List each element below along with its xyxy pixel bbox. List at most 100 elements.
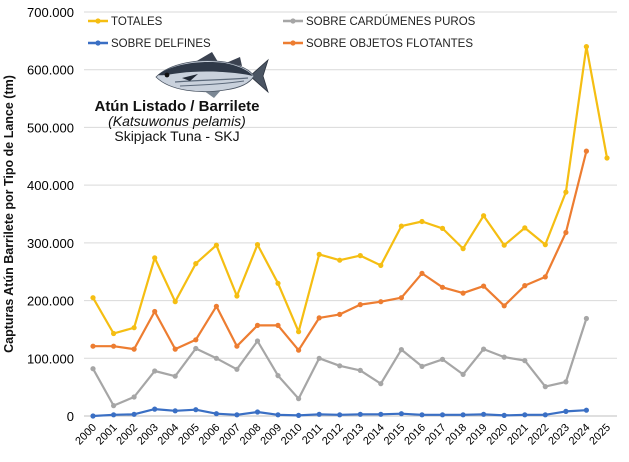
data-point-cardumenes [337,363,343,369]
y-tick-label: 500.000 [27,120,74,135]
data-point-cardumenes [111,403,117,409]
data-point-objetos [90,343,96,349]
data-point-totales [213,242,219,248]
data-point-delfines [439,412,446,418]
legend-item-delfines: SOBRE DELFINES [88,38,211,50]
data-point-objetos [275,322,281,328]
data-point-objetos [563,229,569,236]
data-point-delfines [111,412,117,418]
data-point-delfines [357,411,363,417]
data-point-objetos [460,290,466,296]
data-point-objetos [193,337,199,343]
data-point-totales [542,242,548,248]
legend-marker-totales [95,18,101,24]
data-point-objetos [542,274,548,280]
data-point-totales [439,225,446,231]
data-point-cardumenes [398,347,404,353]
data-point-totales [378,262,384,268]
data-point-objetos [172,346,178,352]
data-point-cardumenes [460,371,466,377]
data-point-delfines [398,411,404,417]
data-point-delfines [460,412,466,418]
data-point-objetos [419,270,425,276]
data-point-totales [152,255,158,261]
y-tick-label: 400.000 [27,178,74,193]
data-point-objetos [398,295,404,301]
series-objetos [90,148,590,353]
species-latin-name: (Katsuwonus pelamis) [108,113,246,129]
data-point-delfines [419,412,425,418]
data-point-delfines [131,411,137,417]
data-point-objetos [481,283,487,289]
data-point-cardumenes [275,373,281,379]
tuna-dorsal-fin [195,52,218,62]
legend-item-cardumenes: SOBRE CARDÚMENES PUROS [283,15,476,28]
data-point-totales [90,295,96,301]
data-point-cardumenes [378,381,384,387]
data-point-cardumenes [357,367,363,373]
data-point-totales [501,242,507,248]
legend-item-objetos: SOBRE OBJETOS FLOTANTES [283,38,473,50]
data-point-cardumenes [152,368,158,374]
tuna-stripe [179,80,245,87]
data-point-totales [234,293,240,299]
data-point-totales [337,257,343,263]
data-point-totales [131,325,137,331]
data-point-delfines [213,411,219,417]
legend-label-totales: TOTALES [111,16,163,28]
data-point-cardumenes [193,345,199,352]
data-point-delfines [542,412,548,418]
data-point-totales [563,189,569,195]
data-point-objetos [501,303,507,309]
series-totales [90,44,610,337]
data-point-cardumenes [522,358,528,364]
data-point-delfines [254,409,261,415]
data-point-objetos [213,303,219,309]
legend-marker-cardumenes [290,18,296,24]
data-point-objetos [357,302,363,308]
data-point-delfines [501,412,507,418]
data-point-totales [193,261,199,267]
y-tick-label: 700.000 [27,5,74,20]
data-point-cardumenes [131,394,137,400]
data-point-delfines [522,412,528,418]
tuna-pectoral-fin [182,74,198,81]
y-tick-label: 600.000 [27,63,74,78]
data-point-cardumenes [90,366,96,372]
data-point-totales [583,44,590,50]
data-point-objetos [378,299,384,305]
data-point-totales [522,225,528,231]
data-point-objetos [296,347,302,353]
data-point-cardumenes [172,373,178,379]
y-tick-label: 200.000 [27,294,74,309]
data-point-delfines [90,413,96,419]
data-point-objetos [131,346,137,352]
data-point-delfines [296,412,302,418]
data-point-totales [481,213,487,219]
data-point-totales [254,242,261,248]
data-point-totales [604,155,610,161]
data-point-cardumenes [583,315,590,322]
data-point-delfines [152,406,158,412]
y-axis-ticks: 0 100.000 200.000 300.000 400.000 500.000 600.… [27,5,74,424]
data-point-totales [172,299,178,305]
tuna-stripe [174,77,249,83]
series-delfines [90,406,590,419]
series-cardumenes [90,315,590,409]
legend-label-delfines: SOBRE DELFINES [111,38,211,50]
data-point-delfines [275,412,281,418]
data-point-cardumenes [439,356,446,362]
data-point-objetos [111,343,117,349]
tuna-tail [249,58,269,94]
data-point-totales [316,251,322,257]
data-point-cardumenes [254,338,261,344]
tuna-eye [164,72,170,78]
data-point-totales [398,223,404,229]
data-point-cardumenes [481,346,487,352]
data-point-objetos [583,148,590,154]
tuna-back [158,62,253,76]
data-point-totales [419,218,425,225]
legend-label-cardumenes: SOBRE CARDÚMENES PUROS [306,15,476,28]
